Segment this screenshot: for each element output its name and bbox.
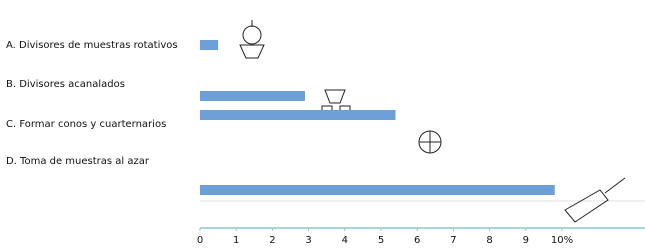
category-label: D. Toma de muestras al azar: [6, 156, 150, 167]
category-label: A. Divisores de muestras rotativos: [6, 40, 178, 51]
x-tick-label: 3: [305, 235, 311, 246]
bar: [200, 110, 395, 120]
x-tick-label: 5: [378, 235, 384, 246]
x-tick-label: 1: [233, 235, 239, 246]
icon-rotary: [240, 20, 264, 58]
x-tick-label: 6: [414, 235, 420, 246]
chart: 0 1 2 3 4 5 6 7 8 9 10% A. Divisores de muestras ro…: [0, 0, 645, 248]
x-tick-label: 10%: [551, 235, 573, 246]
bar: [200, 40, 218, 50]
x-tick-label: 2: [269, 235, 275, 246]
x-tick-label: 9: [523, 235, 529, 246]
x-tick-label: 4: [342, 235, 348, 246]
category-label: B. Divisores acanalados: [6, 79, 125, 90]
x-tick-label: 8: [486, 235, 492, 246]
bar: [200, 91, 305, 101]
x-tick-label: 0: [197, 235, 203, 246]
icon-cone: [419, 131, 441, 153]
bar: [200, 185, 555, 195]
x-tick-label: 7: [450, 235, 456, 246]
icon-scoop: [565, 178, 625, 222]
category-label: C. Formar conos y cuarternarios: [6, 119, 166, 130]
